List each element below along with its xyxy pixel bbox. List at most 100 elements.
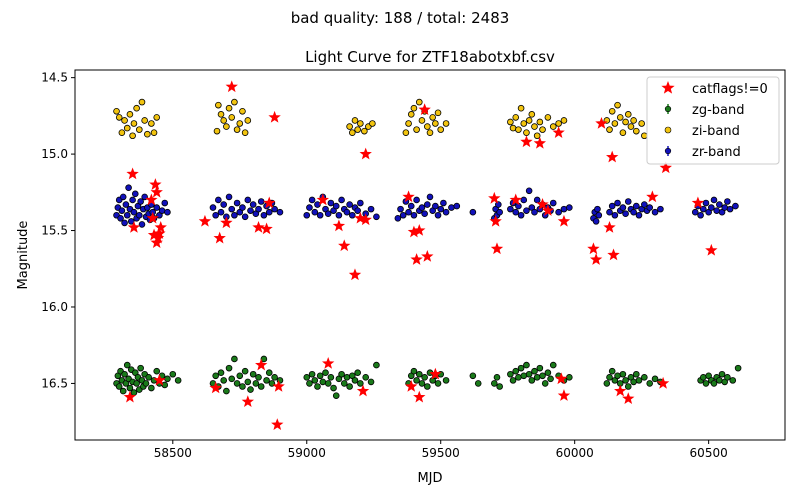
data-point [257, 198, 265, 205]
data-point [520, 372, 528, 380]
data-point [474, 380, 482, 387]
data-point [236, 120, 244, 127]
data-point [549, 123, 557, 130]
y-tick-label: 16.0 [41, 300, 68, 314]
data-point [512, 208, 520, 216]
data-point [346, 383, 353, 390]
data-point [169, 370, 177, 378]
flag-star [622, 392, 635, 404]
data-point [153, 367, 161, 375]
legend-star [661, 81, 675, 94]
data-point [153, 114, 161, 121]
flag-star [153, 227, 166, 239]
data-point [624, 198, 632, 205]
flag-star [126, 167, 139, 180]
data-point [713, 207, 720, 214]
data-point [635, 377, 643, 384]
flag-star [153, 373, 166, 386]
data-point [702, 380, 710, 387]
data-point [141, 117, 148, 124]
data-point [118, 207, 126, 214]
data-point [507, 205, 514, 213]
data-point [220, 117, 227, 124]
data-point [263, 377, 270, 384]
flag-star [614, 384, 627, 397]
data-point [164, 375, 171, 383]
data-point [113, 107, 120, 115]
data-point [367, 378, 375, 386]
data-point [148, 384, 155, 392]
data-point [611, 211, 619, 219]
data-point [354, 369, 361, 377]
data-point [533, 132, 541, 140]
flag-star [225, 80, 238, 93]
legend-frame [646, 76, 780, 165]
data-point [415, 370, 423, 378]
flag-star [587, 242, 600, 255]
data-point [429, 114, 436, 121]
data-point [340, 380, 348, 387]
x-tick-label: 60500 [690, 446, 728, 460]
data-point [515, 374, 522, 381]
data-point [528, 377, 536, 384]
data-point [469, 372, 477, 380]
data-point [123, 361, 131, 369]
data-point [117, 215, 124, 222]
data-point [123, 211, 131, 219]
data-point [442, 208, 450, 216]
data-point [145, 374, 152, 381]
x-axis: 58500 59000 59500 60000 60500 [154, 440, 728, 460]
data-point [641, 374, 648, 381]
data-point [148, 120, 155, 127]
data-point [434, 380, 442, 387]
data-point [394, 215, 402, 222]
flag-star [322, 357, 335, 369]
data-point [413, 126, 420, 133]
data-point [239, 107, 246, 115]
flag-star [260, 222, 273, 235]
data-point [161, 199, 169, 207]
flag-star [606, 150, 619, 163]
data-point [533, 374, 541, 381]
data-point [115, 114, 123, 121]
flag-star [488, 191, 501, 204]
data-point [726, 205, 734, 213]
data-point [533, 196, 541, 204]
data-point [137, 198, 144, 205]
flag-star [555, 372, 568, 385]
data-point [349, 129, 356, 136]
data-point [512, 114, 520, 121]
data-point [373, 361, 380, 369]
flag-star [146, 211, 159, 224]
data-point [231, 98, 238, 106]
data-point [432, 202, 439, 210]
data-point [228, 114, 236, 121]
data-point [231, 355, 238, 363]
legend-dot [664, 147, 672, 155]
data-point [525, 117, 533, 124]
data-point [606, 374, 613, 381]
data-point [338, 370, 345, 378]
data-point [440, 199, 447, 207]
flag-star [354, 211, 367, 224]
legend-dot-icon [664, 126, 672, 134]
flag-star [150, 236, 163, 249]
flag-star [413, 390, 426, 403]
data-point [520, 120, 528, 127]
data-point [138, 98, 146, 106]
data-point [244, 196, 252, 204]
data-point [244, 378, 252, 386]
y-tick-label: 14.5 [41, 71, 68, 85]
data-point [319, 378, 327, 386]
series-zr-band [113, 184, 739, 228]
data-point [225, 193, 233, 201]
flag-star [348, 268, 362, 281]
data-point [119, 387, 127, 395]
data-point [633, 370, 640, 378]
flag-star [589, 253, 603, 265]
data-point [651, 375, 659, 383]
data-point [247, 386, 254, 393]
data-point [308, 370, 316, 378]
data-point [324, 380, 332, 387]
data-point [314, 383, 321, 390]
